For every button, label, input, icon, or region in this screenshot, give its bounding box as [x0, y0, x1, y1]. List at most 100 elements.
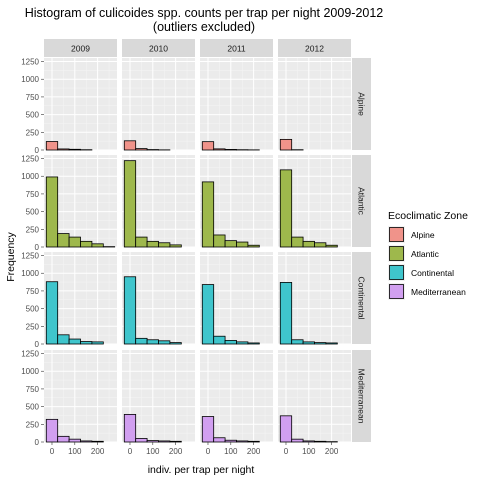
- histogram-bar: [159, 441, 170, 442]
- legend-title: Ecoclimatic Zone: [388, 210, 468, 222]
- facet-panel: [200, 350, 273, 442]
- facet-panel: [278, 58, 351, 150]
- histogram-bar: [136, 237, 147, 247]
- histogram-bar: [46, 142, 57, 150]
- histogram-bar: [170, 343, 181, 344]
- x-tick-label: 0: [128, 447, 133, 456]
- legend-swatch: [390, 247, 404, 261]
- facet-panel: [122, 350, 195, 442]
- facet-panel: [278, 350, 351, 442]
- legend-swatch: [390, 285, 404, 299]
- histogram-bar: [280, 416, 291, 442]
- y-tick-label: 0: [35, 340, 40, 349]
- y-axis-label: Frequency: [5, 231, 17, 281]
- histogram-bar: [81, 342, 92, 344]
- x-tick-label: 200: [247, 447, 261, 456]
- histogram-bar: [159, 341, 170, 344]
- x-tick-label: 0: [206, 447, 211, 456]
- histogram-bar: [92, 441, 103, 442]
- histogram-bar: [248, 245, 259, 247]
- histogram-bar: [214, 336, 225, 344]
- histogram-bar: [303, 241, 314, 247]
- histogram-bar: [315, 343, 326, 344]
- facet-panel: [200, 155, 273, 247]
- histogram-bar: [92, 342, 103, 344]
- facet-panel: [44, 252, 117, 344]
- histogram-bar: [136, 149, 147, 150]
- histogram-bar: [303, 441, 314, 442]
- y-tick-label: 750: [26, 287, 40, 296]
- y-tick-label: 1250: [21, 58, 39, 67]
- facet-panel: [122, 58, 195, 150]
- y-tick-label: 1250: [21, 350, 39, 359]
- column-strip-label: 2012: [305, 44, 324, 54]
- legend-swatch: [390, 228, 404, 242]
- y-tick-label: 1250: [21, 155, 39, 164]
- legend: Ecoclimatic Zone AlpineAtlanticContinent…: [388, 210, 468, 300]
- histogram-bar: [303, 342, 314, 344]
- facet-panel: [200, 252, 273, 344]
- row-strip-label: Atlantic: [357, 187, 367, 216]
- x-tick-label: 0: [50, 447, 55, 456]
- histogram-bar: [326, 245, 337, 247]
- row-strip-label: Continental: [357, 276, 367, 319]
- histogram-bar: [237, 441, 248, 442]
- histogram-bar: [170, 245, 181, 247]
- x-tick-label: 200: [169, 447, 183, 456]
- histogram-bar: [58, 234, 69, 247]
- histogram-bar: [136, 338, 147, 344]
- facet-panel: [44, 350, 117, 442]
- histogram-bar: [326, 343, 337, 344]
- histogram-bar: [214, 235, 225, 247]
- histogram-bar: [46, 282, 57, 344]
- histogram-bar: [202, 417, 213, 442]
- y-tick-label: 750: [26, 385, 40, 394]
- panel-background: [122, 58, 195, 150]
- histogram-bar: [46, 419, 57, 442]
- legend-entry: Continental: [388, 264, 454, 281]
- y-tick-label: 250: [26, 225, 40, 234]
- histogram-bar: [225, 340, 236, 344]
- y-tick-label: 500: [26, 111, 40, 120]
- histogram-bar: [225, 241, 236, 247]
- histogram-bar: [81, 441, 92, 442]
- facet-panel: [200, 58, 273, 150]
- histogram-bar: [237, 342, 248, 344]
- histogram-bar: [69, 439, 80, 442]
- histogram-bar: [92, 244, 103, 247]
- histogram-bar: [46, 177, 57, 247]
- legend-label: Mediterranean: [411, 287, 466, 297]
- panel-background: [278, 58, 351, 150]
- x-tick-label: 100: [224, 447, 238, 456]
- legend-label: Continental: [411, 268, 454, 278]
- histogram-bar: [147, 241, 158, 247]
- y-tick-label: 1000: [21, 367, 39, 376]
- histogram-bar: [202, 182, 213, 247]
- legend-label: Atlantic: [411, 249, 440, 259]
- histogram-bar: [292, 439, 303, 442]
- histogram-bar: [58, 149, 69, 150]
- histogram-bar: [58, 436, 69, 442]
- column-strip-label: 2010: [149, 44, 168, 54]
- histogram-bar: [124, 277, 135, 344]
- histogram-bar: [248, 343, 259, 344]
- x-tick-label: 100: [146, 447, 160, 456]
- histogram-bar: [159, 243, 170, 247]
- histogram-bar: [69, 149, 80, 150]
- histogram-bar: [225, 149, 236, 150]
- facet-panel: [278, 252, 351, 344]
- y-tick-label: 1000: [21, 172, 39, 181]
- y-tick-label: 0: [35, 438, 40, 447]
- facet-panel: [122, 252, 195, 344]
- y-tick-label: 500: [26, 305, 40, 314]
- x-tick-label: 0: [284, 447, 289, 456]
- histogram-bar: [124, 161, 135, 247]
- histogram-bar: [280, 170, 291, 247]
- histogram-bar: [147, 340, 158, 344]
- histogram-bar: [237, 242, 248, 247]
- y-tick-label: 1250: [21, 252, 39, 261]
- histogram-bar: [124, 141, 135, 150]
